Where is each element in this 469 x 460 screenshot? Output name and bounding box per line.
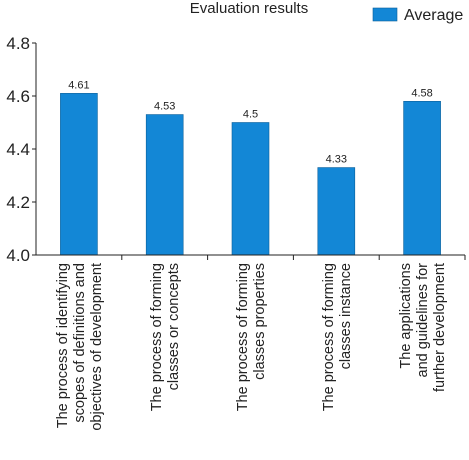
- y-tick-label: 4.4: [6, 140, 30, 159]
- category-label: The process of formingclasses properties: [235, 263, 268, 411]
- category-label-line: classes properties: [252, 263, 268, 380]
- category-label-line: objectives of development: [89, 263, 105, 431]
- category-label-line: The process of forming: [149, 263, 165, 411]
- category-label-line: The process of forming: [235, 263, 251, 411]
- category-label-line: further development: [432, 263, 448, 392]
- data-label: 4.33: [326, 154, 347, 166]
- category-label: The process of identifyingscopes of defi…: [55, 263, 105, 431]
- data-label: 4.61: [68, 79, 89, 91]
- bar: [231, 122, 270, 256]
- y-tick-label: 4.6: [6, 87, 30, 106]
- category-label-line: classes or concepts: [166, 263, 182, 390]
- bar: [317, 167, 356, 256]
- plot-area: 4.61 4.53 4.5 4.33 4.58: [60, 79, 441, 256]
- y-tick-label: 4.0: [6, 246, 30, 265]
- category-label-line: classes instance: [338, 263, 354, 369]
- category-label-line: scopes of definitions and: [72, 263, 88, 423]
- category-label-line: The process of forming: [321, 263, 337, 411]
- legend: Average: [372, 7, 463, 24]
- category-label: The process of formingclasses or concept…: [149, 263, 182, 411]
- category-label-line: The applications: [398, 263, 414, 369]
- data-label: 4.58: [411, 87, 432, 99]
- data-label: 4.5: [243, 109, 258, 121]
- category-label: The applicationsand guidelines forfurthe…: [398, 263, 448, 392]
- legend-label: Average: [404, 7, 463, 24]
- bar: [403, 101, 441, 256]
- x-axis: The process of identifyingscopes of defi…: [36, 254, 466, 431]
- category-label-line: and guidelines for: [415, 263, 431, 378]
- chart-title: Evaluation results: [190, 0, 308, 17]
- y-axis: 4.0 4.2 4.4 4.6 4.8: [6, 34, 37, 265]
- category-label-line: The process of identifying: [55, 263, 71, 428]
- category-label: The process of formingclasses instance: [321, 263, 354, 411]
- data-label: 4.53: [154, 101, 175, 113]
- y-tick-label: 4.2: [6, 193, 30, 212]
- legend-swatch: [372, 7, 398, 22]
- bar: [60, 93, 98, 256]
- y-tick-label: 4.8: [6, 34, 30, 53]
- bar: [145, 114, 184, 256]
